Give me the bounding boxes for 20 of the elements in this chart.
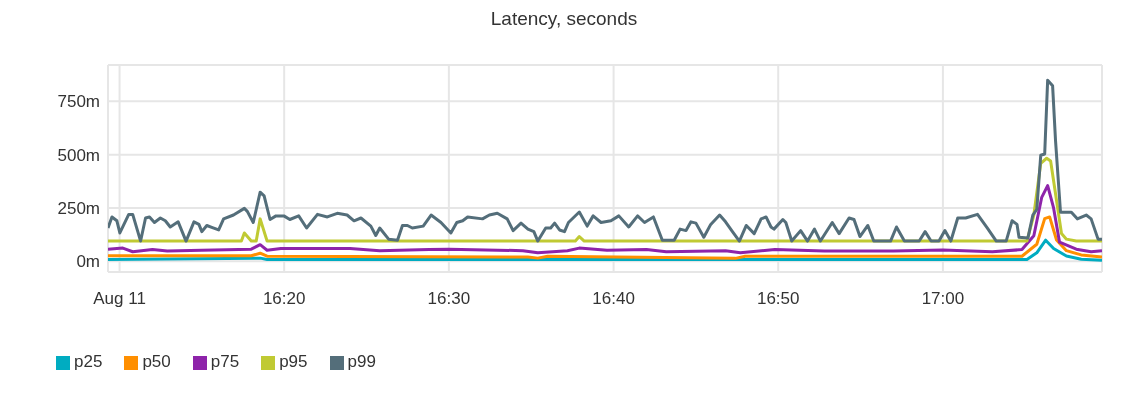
line-series: [108, 78, 1102, 243]
legend-label: p50: [142, 352, 171, 371]
line-series: [108, 184, 1102, 255]
x-tick-label: 16:20: [262, 289, 306, 309]
legend-label: p25: [74, 352, 103, 371]
x-tick-label: 16:30: [427, 289, 471, 309]
legend-label: p99: [347, 352, 376, 371]
x-tick-label: Aug 11: [93, 289, 146, 309]
line-series: [108, 238, 1102, 262]
legend-label: p75: [210, 352, 240, 371]
y-tick-label: 750m: [57, 92, 100, 112]
legend-label: p95: [279, 352, 308, 371]
chart-title: Latency, seconds: [489, 8, 639, 31]
y-tick-label: 250m: [57, 199, 100, 219]
line-series: [108, 215, 1102, 260]
x-tick-label: 16:40: [592, 289, 635, 309]
y-tick-label: 500m: [57, 145, 100, 165]
x-tick-label: 16:50: [756, 289, 800, 309]
x-tick-label: 17:00: [921, 289, 965, 309]
y-tick-label: 0m: [76, 252, 100, 272]
